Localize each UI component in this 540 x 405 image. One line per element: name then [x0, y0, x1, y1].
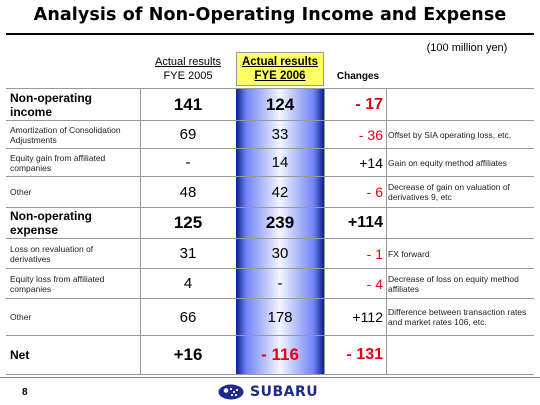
table-row-non-operating-income: Non-operating income 141 124 - 17	[6, 89, 534, 121]
value-fye2005: 69	[179, 126, 197, 143]
value-fye2006: 42	[271, 183, 289, 201]
value-fye2006: 33	[271, 126, 289, 143]
row-note: Gain on equity method affiliates	[388, 157, 507, 168]
row-label: Other	[10, 312, 32, 322]
value-fye2005: +16	[173, 345, 203, 364]
value-fye2005: 125	[173, 213, 203, 232]
title-underline	[6, 33, 534, 35]
value-change: - 36	[358, 126, 383, 143]
row-note: FX forward	[388, 248, 430, 259]
value-change: +14	[359, 154, 383, 171]
row-note: Difference between transaction rates and…	[388, 307, 527, 327]
column-divider	[324, 89, 325, 375]
value-change: - 1	[366, 245, 383, 262]
row-label: Equity gain from affiliated companies	[10, 152, 106, 173]
column-divider	[140, 89, 141, 375]
column-header-fye2006-highlight	[236, 52, 324, 86]
row-label: Non-operating expense	[10, 209, 92, 237]
value-fye2006: 14	[271, 154, 289, 171]
value-fye2006: - 116	[261, 345, 299, 364]
value-fye2005: 31	[179, 245, 197, 262]
value-fye2005: 48	[179, 183, 197, 201]
subaru-logo: SUBARU	[218, 383, 318, 401]
column-header-fye2006: Actual results FYE 2006	[236, 55, 324, 83]
value-fye2005: 141	[173, 94, 203, 114]
value-fye2005: -	[185, 154, 191, 171]
row-label: Non-operating income	[10, 90, 92, 119]
value-fye2006: 30	[271, 245, 289, 262]
unit-label: (100 million yen)	[426, 42, 508, 54]
row-note: Offset by SIA operating loss, etc.	[388, 129, 512, 140]
table-row: Loss on revaluation of derivatives 31 30…	[6, 239, 534, 269]
column-header-fye2006-line1: Actual results	[241, 56, 319, 68]
table-row: Equity gain from affiliated companies - …	[6, 149, 534, 177]
column-header-changes: Changes	[336, 71, 380, 82]
value-change: +114	[347, 214, 383, 231]
value-change: - 17	[355, 95, 383, 113]
table-row-non-operating-expense: Non-operating expense 125 239 +114	[6, 208, 534, 239]
row-note	[388, 208, 532, 238]
value-change: - 6	[366, 184, 383, 200]
value-fye2006: 239	[265, 213, 295, 232]
value-fye2006: -	[277, 275, 283, 292]
row-label: Loss on revaluation of derivatives	[10, 243, 94, 264]
page-number: 8	[22, 387, 28, 398]
row-label: Amortization of Consolidation Adjustment…	[10, 124, 121, 145]
table-row: Equity loss from affiliated companies 4 …	[6, 269, 534, 299]
column-header-fye2006-line2: FYE 2006	[254, 70, 306, 82]
row-label: Net	[10, 348, 30, 362]
footer-divider	[0, 377, 540, 378]
column-header-fye2005-line2: FYE 2005	[163, 70, 213, 82]
row-note: Decrease of gain on valuation of derivat…	[388, 182, 510, 202]
value-fye2005: 66	[179, 308, 197, 326]
table-row: Other 48 42 - 6 Decrease of gain on valu…	[6, 177, 534, 208]
column-divider	[386, 89, 387, 375]
column-header-fye2005-line1: Actual results	[154, 56, 222, 68]
row-note	[388, 336, 532, 374]
row-label: Other	[10, 187, 32, 197]
value-change: - 131	[346, 346, 383, 363]
table-row: Other 66 178 +112 Difference between tra…	[6, 299, 534, 336]
pleiades-star-icon	[218, 384, 244, 400]
row-note: Decrease of loss on equity method affili…	[388, 273, 519, 294]
value-change: +112	[352, 309, 384, 325]
column-header-fye2005: Actual results FYE 2005	[142, 55, 234, 83]
value-fye2006: 178	[267, 308, 293, 326]
results-table: Non-operating income 141 124 - 17 Amorti…	[6, 88, 534, 375]
value-fye2006: 124	[265, 94, 295, 114]
row-note	[388, 89, 532, 120]
fye2006-column-background	[236, 88, 324, 374]
table-row-net: Net +16 - 116 - 131	[6, 336, 534, 375]
value-change: - 4	[366, 275, 383, 292]
row-label: Equity loss from affiliated companies	[10, 273, 105, 294]
page-title: Analysis of Non-Operating Income and Exp…	[33, 5, 507, 25]
value-fye2005: 4	[183, 275, 193, 292]
table-row: Amortization of Consolidation Adjustment…	[6, 121, 534, 149]
brand-name: SUBARU	[250, 384, 319, 400]
